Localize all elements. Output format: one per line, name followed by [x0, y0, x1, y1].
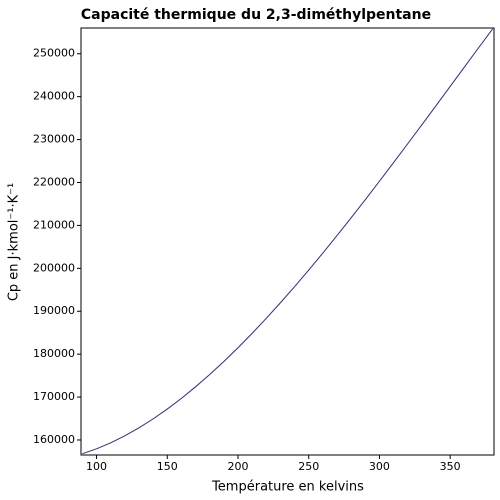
- y-tick-label: 160000: [33, 433, 75, 446]
- y-tick-label: 190000: [33, 304, 75, 317]
- x-tick-label: 250: [298, 460, 319, 473]
- y-tick-label: 220000: [33, 175, 75, 188]
- x-tick-label: 300: [369, 460, 390, 473]
- y-tick-label: 230000: [33, 133, 75, 146]
- y-tick-label: 180000: [33, 347, 75, 360]
- x-tick-label: 100: [86, 460, 107, 473]
- y-tick-label: 210000: [33, 218, 75, 231]
- x-tick-label: 150: [157, 460, 178, 473]
- chart-title: Capacité thermique du 2,3-diméthylpentan…: [81, 7, 431, 23]
- plot-frame: [80, 27, 495, 456]
- data-line: [82, 28, 493, 455]
- y-tick-label: 240000: [33, 90, 75, 103]
- y-tick-label: 250000: [33, 47, 75, 60]
- y-tick-label: 200000: [33, 261, 75, 274]
- y-axis-label: Cp en J·kmol⁻¹·K⁻¹: [7, 183, 22, 301]
- x-tick-label: 350: [440, 460, 461, 473]
- x-axis-label: Température en kelvins: [211, 480, 364, 495]
- y-tick-label: 170000: [33, 390, 75, 403]
- x-tick-label: 200: [227, 460, 248, 473]
